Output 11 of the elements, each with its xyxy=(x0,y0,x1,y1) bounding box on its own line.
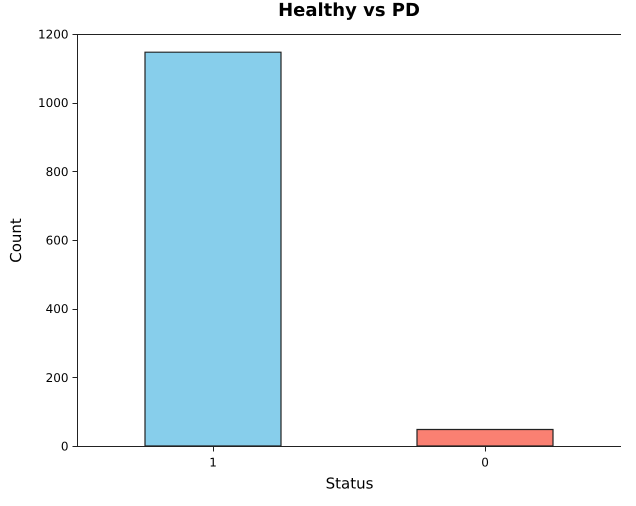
x-axis-title: Status xyxy=(326,474,374,492)
y-tick-label: 1200 xyxy=(38,28,68,42)
chart-title: Healthy vs PD xyxy=(278,0,420,21)
y-tick-label: 600 xyxy=(46,234,68,248)
y-tick-label: 800 xyxy=(46,164,68,179)
y-axis-title: Count xyxy=(6,218,25,263)
y-tick-label: 200 xyxy=(46,370,68,385)
x-tick-label: 1 xyxy=(209,456,217,470)
y-tick-label: 400 xyxy=(46,302,68,316)
y-tick-label: 1000 xyxy=(38,96,68,110)
y-tick-label: 0 xyxy=(60,440,68,454)
